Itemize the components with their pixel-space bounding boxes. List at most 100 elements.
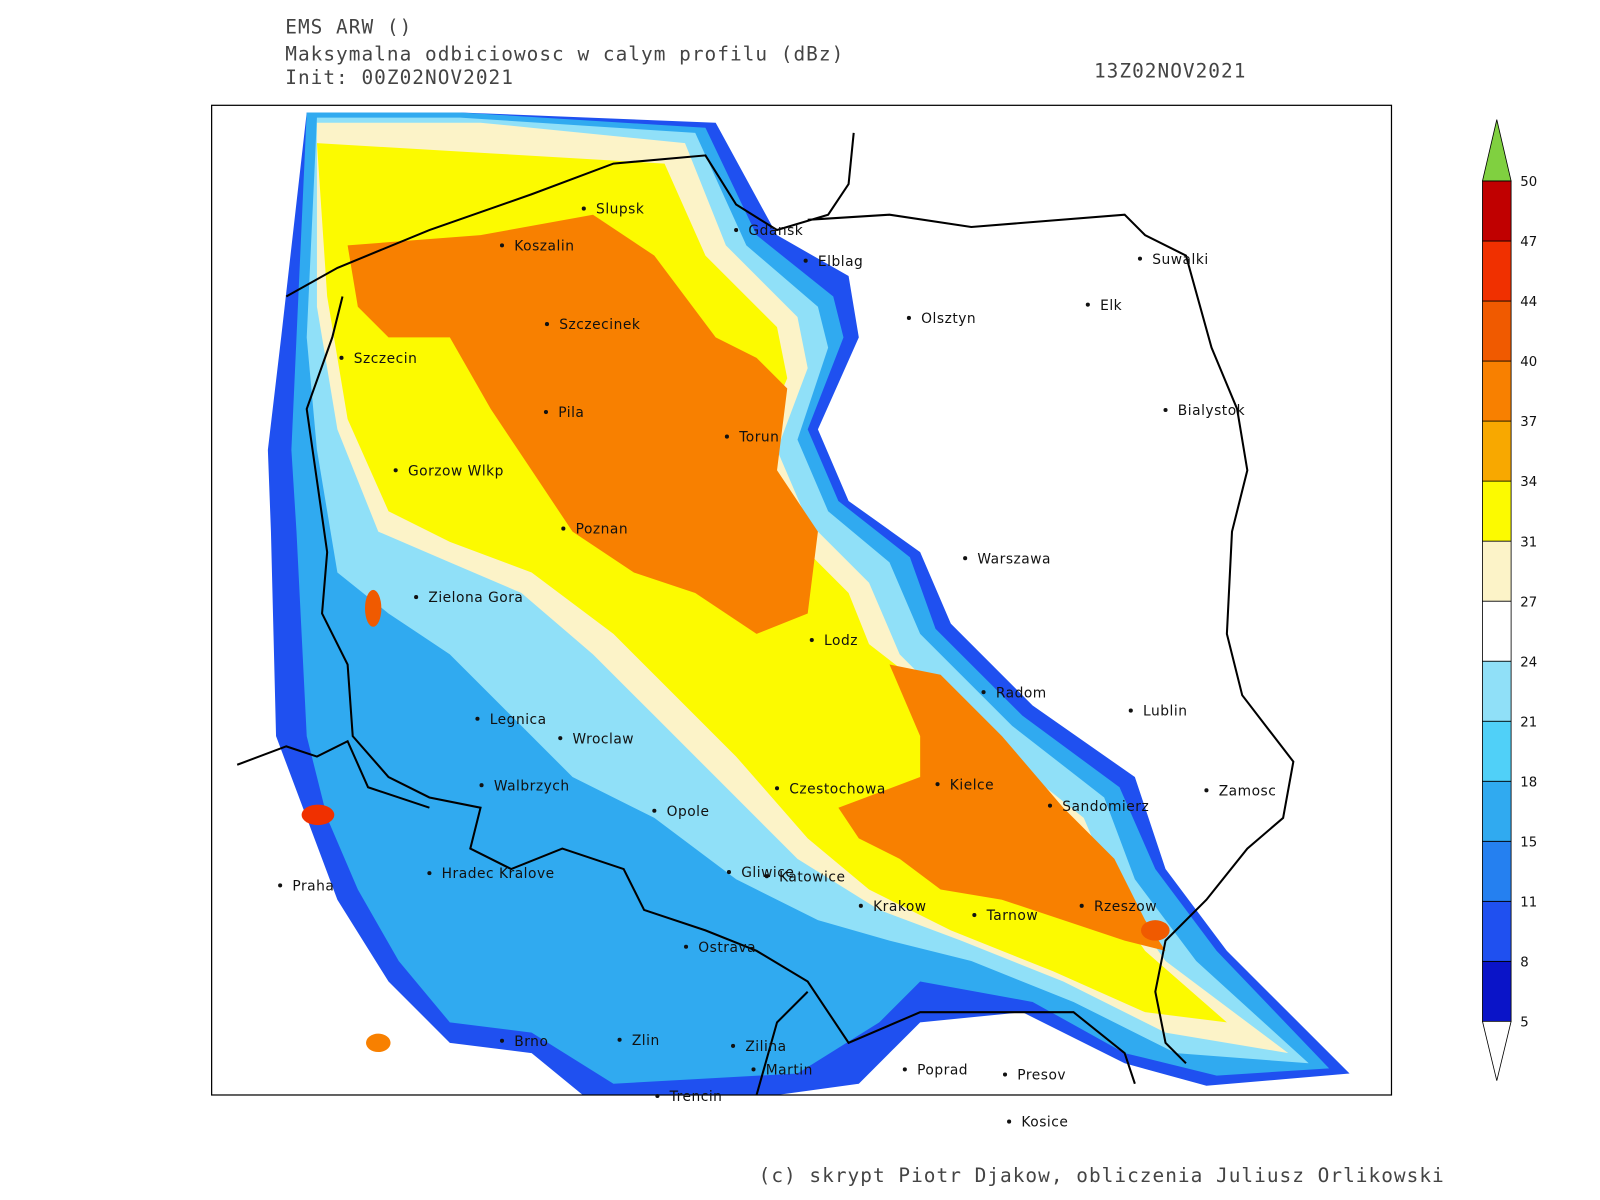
city-marker <box>1163 407 1168 413</box>
city-label: Gorzow Wlkp <box>408 463 504 479</box>
colorbar-label: 15 <box>1520 835 1537 850</box>
colorbar-over <box>1481 119 1512 182</box>
city-label: Suwalki <box>1152 252 1208 268</box>
field-cell <box>1140 920 1170 941</box>
colorbar-label: 8 <box>1520 955 1528 970</box>
city-marker <box>935 782 940 787</box>
city-marker <box>581 206 586 211</box>
colorbar-swatch <box>1482 420 1512 482</box>
city-label: Olsztyn <box>921 311 976 327</box>
city-label: Tarnow <box>986 908 1039 924</box>
city-label: Elblag <box>818 254 863 270</box>
city-marker <box>339 355 344 360</box>
city-label: Elk <box>1100 298 1122 314</box>
city-label: Rzeszow <box>1094 899 1157 915</box>
city-marker <box>981 690 986 695</box>
colorbar-label: 24 <box>1520 655 1537 670</box>
city-label: Zlin <box>632 1033 660 1049</box>
city-marker <box>1007 1119 1012 1124</box>
colorbar-label: 5 <box>1520 1015 1528 1030</box>
reflectivity-field <box>267 112 1350 1095</box>
city-marker <box>902 1067 907 1072</box>
city-marker <box>393 468 398 473</box>
city-label: Trencin <box>669 1089 723 1105</box>
city-label: Martin <box>766 1063 813 1079</box>
borders <box>236 132 1295 1096</box>
colorbar-swatch <box>1482 480 1512 542</box>
city-label: Slupsk <box>596 202 644 218</box>
city-label: Bialystok <box>1178 403 1245 419</box>
city-label: Zamosc <box>1219 783 1277 799</box>
colorbar-swatch <box>1482 180 1512 242</box>
colorbar-label: 50 <box>1520 175 1537 190</box>
colorbar-swatch <box>1482 840 1512 902</box>
city-marker <box>734 227 739 233</box>
colorbar-label: 27 <box>1520 595 1537 610</box>
city-label: Sandomierz <box>1062 799 1149 815</box>
city-marker <box>751 1067 756 1072</box>
colorbar-under <box>1481 1020 1512 1081</box>
city-label: Zielona Gora <box>428 590 523 606</box>
city-label: Praha <box>292 879 334 895</box>
city-label: Poprad <box>917 1063 968 1079</box>
city-label: Legnica <box>490 712 547 728</box>
city-marker <box>906 315 911 321</box>
city-marker <box>414 595 419 600</box>
city-label: Poznan <box>576 522 629 538</box>
city-marker <box>655 1093 660 1099</box>
city-marker <box>858 903 863 908</box>
city-label: Torun <box>738 430 779 446</box>
colorbar-label: 37 <box>1520 415 1537 430</box>
city-marker <box>774 786 780 791</box>
colorbar-swatch <box>1482 600 1512 662</box>
city-marker <box>809 637 814 643</box>
city-marker <box>1128 708 1133 713</box>
city-marker <box>963 556 968 561</box>
city-label: Kosice <box>1021 1115 1068 1131</box>
valid-time: 13Z02NOV2021 <box>1094 60 1246 83</box>
model-title: EMS ARW () <box>285 16 412 39</box>
city-marker <box>499 1038 505 1043</box>
city-labels: Slupsk Koszalin Gdansk Elblag Suwalki Elk Olsz… <box>278 202 1276 1131</box>
city-marker <box>617 1037 622 1042</box>
field-orange-se <box>838 664 1166 951</box>
city-label: Lublin <box>1143 704 1187 720</box>
colorbar-swatch <box>1482 960 1512 1022</box>
city-label: Szczecin <box>354 351 418 367</box>
city-label: Gdansk <box>748 223 803 239</box>
colorbar-label: 11 <box>1520 895 1537 910</box>
city-label: Opole <box>667 804 710 820</box>
city-label: Krakow <box>873 899 926 915</box>
city-marker <box>1002 1072 1008 1077</box>
city-marker <box>543 409 549 415</box>
field-orange <box>347 214 818 634</box>
colorbar-label: 47 <box>1520 235 1537 250</box>
city-label: Zilina <box>745 1039 786 1055</box>
city-label: Czestochowa <box>789 781 886 797</box>
city-marker <box>479 783 484 788</box>
city-label: Hradec Kralove <box>442 866 555 882</box>
city-label: Wroclaw <box>573 731 635 747</box>
colorbar: 5 8 11 15 18 21 24 27 31 34 37 40 44 47 50 <box>1481 119 1537 1081</box>
city-label: Pila <box>558 405 584 421</box>
init-time: Init: 00Z02NOV2021 <box>285 66 514 89</box>
footer-credit: (c) skrypt Piotr Djakow, obliczenia Juli… <box>759 1164 1445 1187</box>
city-label: Radom <box>996 685 1047 701</box>
city-marker <box>683 944 689 949</box>
colorbar-swatch <box>1482 720 1512 782</box>
colorbar-label: 44 <box>1520 295 1537 310</box>
colorbar-swatch <box>1482 540 1512 602</box>
map-frame <box>211 104 1393 1096</box>
field-title: Maksymalna odbiciowosc w calym profilu (… <box>285 42 844 65</box>
city-label: Szczecinek <box>559 317 640 333</box>
city-marker <box>475 716 480 721</box>
city-marker <box>724 434 729 439</box>
city-label: Koszalin <box>514 238 574 254</box>
colorbar-label: 34 <box>1520 475 1537 490</box>
colorbar-label: 31 <box>1520 535 1537 550</box>
colorbar-swatch <box>1482 900 1512 962</box>
city-label: Brno <box>514 1034 548 1050</box>
